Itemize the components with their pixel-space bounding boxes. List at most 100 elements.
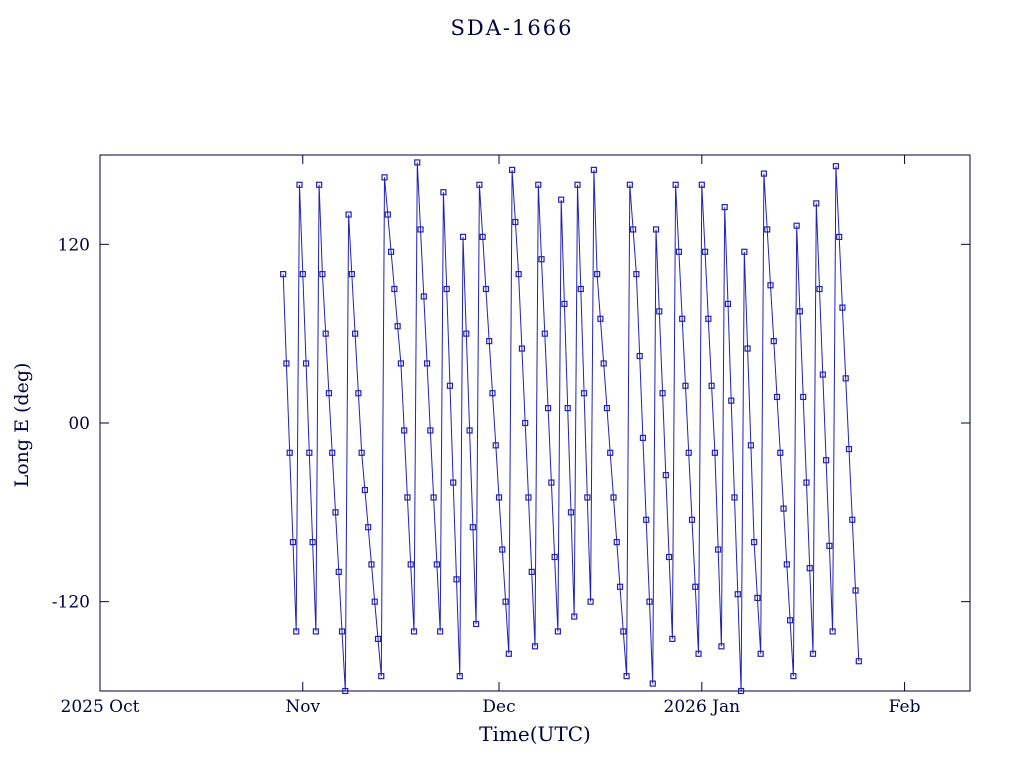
data-marker [355, 390, 362, 397]
data-marker [401, 427, 408, 434]
data-marker [420, 293, 427, 300]
data-marker [450, 479, 457, 486]
data-marker [656, 308, 663, 315]
data-marker [679, 315, 686, 322]
data-marker [482, 285, 490, 293]
data-marker [685, 449, 692, 456]
data-marker [509, 166, 516, 173]
data-marker [306, 449, 313, 456]
data-marker [443, 285, 450, 293]
data-marker [744, 345, 751, 352]
data-marker [688, 516, 696, 523]
data-marker [561, 300, 568, 307]
data-marker [512, 218, 519, 226]
data-marker [809, 650, 817, 657]
data-marker [296, 181, 303, 188]
data-marker [692, 583, 699, 590]
data-marker [665, 553, 673, 561]
data-marker [705, 315, 712, 322]
x-tick-label: Dec [482, 697, 515, 717]
data-marker [816, 285, 823, 293]
data-marker [731, 494, 738, 501]
data-marker [554, 628, 561, 635]
data-marker [708, 382, 715, 389]
data-marker [590, 166, 597, 173]
data-marker [352, 330, 359, 337]
data-marker [358, 449, 365, 456]
data-marker [541, 330, 548, 337]
data-marker [594, 271, 601, 278]
data-marker [829, 628, 836, 635]
data-marker [682, 382, 689, 389]
data-marker [515, 271, 522, 278]
data-marker [587, 598, 594, 605]
data-marker [410, 628, 418, 635]
data-marker [613, 539, 620, 546]
data-marker [505, 650, 512, 657]
x-tick-label: 2026 Jan [664, 697, 741, 717]
data-marker [518, 345, 526, 352]
data-marker [754, 594, 761, 602]
data-marker [492, 442, 499, 449]
data-marker [849, 516, 856, 523]
data-marker [348, 271, 355, 278]
data-marker [584, 494, 591, 501]
data-marker [280, 271, 287, 278]
data-marker [361, 486, 369, 494]
data-marker [368, 561, 375, 568]
data-marker [567, 509, 575, 516]
data-marker [842, 375, 849, 382]
data-marker [479, 233, 486, 240]
data-marker [701, 248, 709, 255]
data-marker [819, 371, 826, 378]
data-marker [466, 427, 473, 434]
data-marker [832, 163, 840, 170]
data-marker [793, 222, 800, 229]
data-marker [764, 226, 771, 233]
data-marker [652, 226, 660, 233]
data-marker [728, 397, 735, 404]
data-marker [371, 598, 378, 605]
data-marker [374, 635, 382, 642]
data-marker [446, 382, 454, 389]
data-marker [564, 405, 571, 412]
data-marker [538, 256, 545, 263]
data-marker [378, 673, 385, 680]
data-marker [822, 457, 830, 464]
data-marker [548, 479, 555, 486]
data-marker [312, 628, 319, 635]
data-marker [616, 583, 624, 590]
data-marker [544, 405, 552, 412]
y-tick-label: 00 [68, 414, 90, 434]
data-marker [571, 613, 578, 620]
data-marker [662, 472, 669, 479]
data-marker [747, 442, 754, 449]
data-marker [495, 494, 503, 501]
data-marker [453, 576, 460, 583]
data-marker [345, 211, 352, 218]
data-marker [558, 196, 565, 203]
data-marker [283, 360, 290, 367]
data-marker [580, 390, 588, 397]
data-marker [836, 233, 843, 240]
data-marker [473, 620, 480, 628]
data-marker [639, 434, 647, 441]
data-marker [734, 591, 741, 598]
y-tick-label: 120 [58, 235, 90, 255]
data-marker [620, 628, 627, 635]
data-marker [489, 390, 496, 397]
data-marker [531, 643, 539, 650]
data-marker [414, 159, 421, 166]
data-marker [839, 304, 846, 311]
data-marker [711, 449, 718, 456]
data-marker [319, 271, 326, 278]
data-marker [437, 628, 444, 635]
data-marker [469, 524, 476, 531]
data-marker [826, 542, 833, 549]
data-marker [329, 449, 336, 456]
data-marker [796, 308, 804, 315]
data-marker [633, 271, 640, 278]
data-marker [289, 539, 297, 546]
data-marker [440, 189, 447, 196]
